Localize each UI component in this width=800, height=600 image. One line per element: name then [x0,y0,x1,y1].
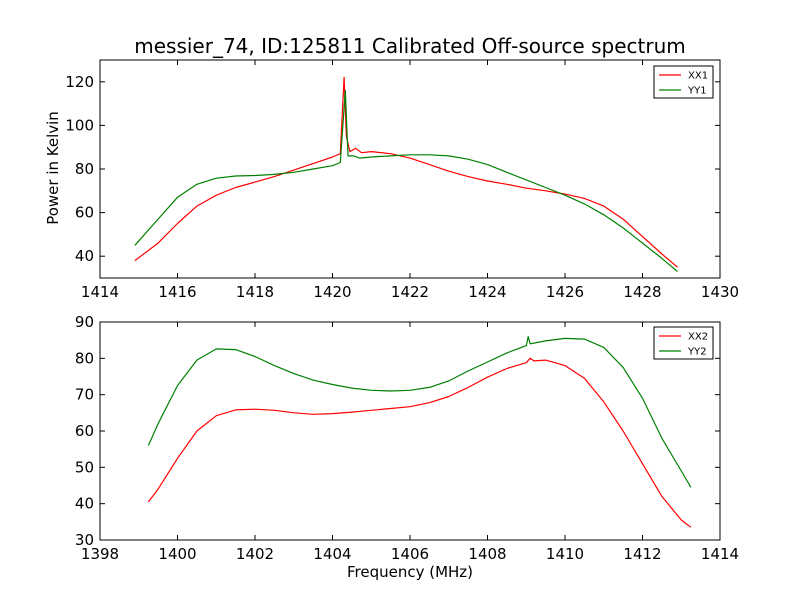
chart-top: 1414 1416 1418 1420 1422 1424 1426 1428 1430 40 60… [65,59,739,301]
x-tick-label: 1412 [623,545,661,563]
x-tick-label: 1426 [546,283,584,301]
x-tick-label: 1414 [81,283,119,301]
y-tick-label: 100 [65,116,94,134]
legend [653,65,714,99]
y-tick-label: 80 [75,160,94,178]
x-tick-label: 1430 [701,283,739,301]
chart-title: messier_74, ID:125811 Calibrated Off-sou… [134,34,685,58]
x-tick-label: 1422 [391,283,429,301]
y-axis-label: Power in Kelvin [44,111,62,225]
plot-area [99,321,721,541]
x-tick-label: 1424 [468,283,506,301]
y-tick-label: 60 [75,204,94,222]
legend-label-yy1: YY1 [687,86,707,97]
series-line-yy2 [147,335,692,488]
legend-label-xx1: XX1 [688,71,708,82]
y-tick-label: 40 [75,247,94,265]
y-tick-label: 90 [75,313,94,331]
chart-bottom: 1398 1400 1402 1404 1406 1408 1410 1412 1414 30 40… [75,313,739,563]
y-tick-label: 80 [75,349,94,367]
plot-area [99,59,721,279]
legend-label-xx2: XX2 [688,332,708,343]
y-tick-label: 40 [75,495,94,513]
x-axis-label: Frequency (MHz) [347,563,473,581]
series-line-yy1 [134,89,678,272]
x-tick-label: 1402 [236,545,274,563]
x-tick-label: 1414 [701,545,739,563]
legend-label-yy2: YY2 [687,347,707,358]
y-tick-label: 60 [75,422,94,440]
x-tick-label: 1408 [468,545,506,563]
x-tick-label: 1416 [158,283,196,301]
x-tick-label: 1418 [236,283,274,301]
y-tick-label: 120 [65,73,94,91]
x-tick-label: 1428 [623,283,661,301]
y-tick-label: 30 [75,531,94,549]
legend [653,326,714,360]
x-tick-label: 1406 [391,545,429,563]
x-tick-label: 1410 [546,545,584,563]
y-tick-label: 70 [75,386,94,404]
x-tick-label: 1398 [81,545,119,563]
series-line-xx1 [134,76,678,268]
x-tick-label: 1404 [313,545,351,563]
series-line-xx2 [147,357,692,528]
x-tick-label: 1400 [158,545,196,563]
x-tick-label: 1420 [313,283,351,301]
y-tick-label: 50 [75,458,94,476]
